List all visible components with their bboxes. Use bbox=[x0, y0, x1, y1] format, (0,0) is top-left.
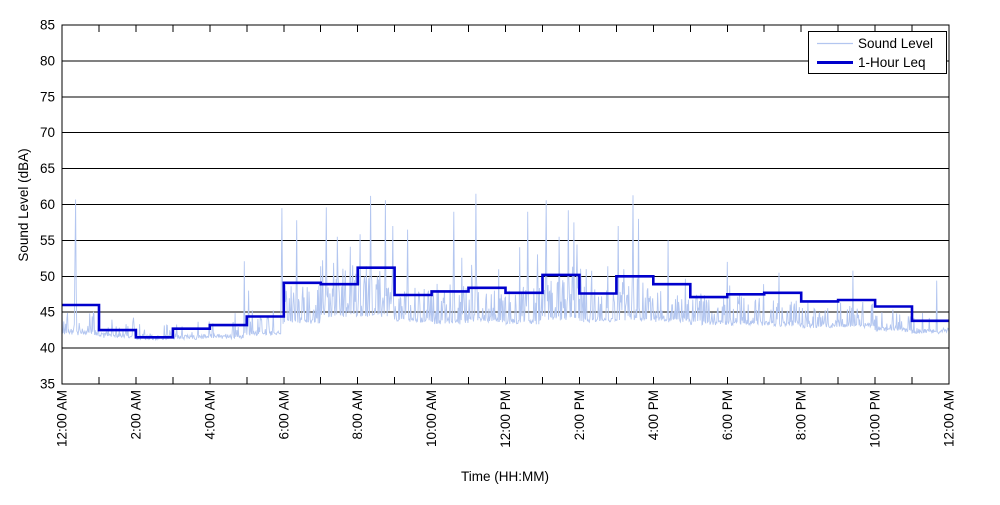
x-tick-label: 2:00 PM bbox=[572, 390, 587, 440]
y-tick-label: 45 bbox=[40, 305, 55, 320]
x-tick-label: 12:00 AM bbox=[55, 390, 70, 447]
x-tick-label: 12:00 PM bbox=[498, 390, 513, 448]
y-tick-label: 55 bbox=[40, 233, 55, 248]
sound-level-trace bbox=[61, 193, 950, 342]
x-tick-label: 10:00 AM bbox=[424, 390, 439, 447]
y-tick-label: 75 bbox=[40, 89, 55, 104]
axis-tick-labels: 35 40 45 50 55 60 65 70 75 80 85 12:00 AM 2:00 AM 4:0… bbox=[40, 18, 957, 448]
x-tick-label: 6:00 PM bbox=[720, 390, 735, 440]
y-tick-label: 40 bbox=[40, 341, 55, 356]
x-tick-label: 8:00 PM bbox=[794, 390, 809, 440]
x-axis-title: Time (HH:MM) bbox=[461, 469, 549, 484]
x-tick-label: 2:00 AM bbox=[128, 390, 143, 440]
y-tick-label: 35 bbox=[40, 377, 55, 392]
x-tick-label: 8:00 AM bbox=[350, 390, 365, 440]
data-series bbox=[61, 193, 950, 342]
y-tick-label: 60 bbox=[40, 197, 55, 212]
x-tick-label: 6:00 AM bbox=[276, 390, 291, 440]
x-tick-label: 4:00 PM bbox=[646, 390, 661, 440]
x-tick-label: 10:00 PM bbox=[868, 390, 883, 448]
y-tick-label: 85 bbox=[40, 18, 55, 33]
axis-ticks bbox=[62, 24, 913, 385]
y-tick-label: 80 bbox=[40, 53, 55, 68]
y-axis-title: Sound Level (dBA) bbox=[16, 148, 31, 261]
y-tick-label: 65 bbox=[40, 161, 55, 176]
y-tick-label: 50 bbox=[40, 269, 55, 284]
legend-label-leq: 1-Hour Leq bbox=[858, 55, 926, 70]
x-tick-label: 12:00 AM bbox=[942, 390, 957, 447]
gridlines bbox=[62, 60, 949, 349]
x-tick-label: 4:00 AM bbox=[202, 390, 217, 440]
leq-step-line bbox=[62, 266, 949, 339]
legend-box bbox=[808, 31, 947, 74]
y-tick-label: 70 bbox=[40, 125, 55, 140]
legend-label-sound-level: Sound Level bbox=[858, 36, 933, 51]
legend: Sound Level 1-Hour Leq bbox=[808, 31, 947, 74]
